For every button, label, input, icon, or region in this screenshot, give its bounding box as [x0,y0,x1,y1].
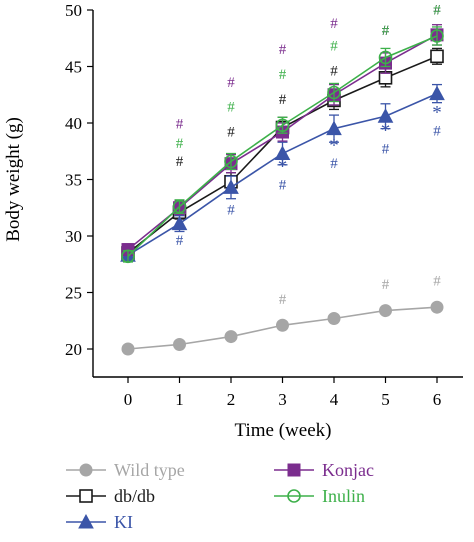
y-tick-label: 40 [65,114,82,133]
legend-label: KI [114,512,133,532]
legend-item-ki: KI [66,512,133,532]
data-point-inulin [430,29,444,43]
data-point-wild-type [327,311,341,325]
data-point-wild-type [173,337,186,351]
data-point-wild-type [276,318,289,332]
data-point-wild-type [430,300,444,314]
x-tick-label: 3 [278,390,287,409]
significance-mark: # [382,23,390,39]
data-point-ki [326,120,342,136]
series-wild-type [121,300,444,356]
data-point-inulin [224,154,238,169]
y-tick-label: 35 [65,171,82,190]
x-tick-label: 4 [330,390,339,409]
data-point-ki [377,108,394,123]
data-point-ki [429,85,445,101]
data-point-inulin [378,50,393,65]
significance-mark: # [176,233,184,249]
significance-mark: # [433,3,441,19]
data-point-inulin [121,249,135,264]
significance-mark: # [279,92,287,108]
y-tick-label: 50 [65,1,82,20]
significance-mark: # [330,16,338,32]
significance-mark: * [432,102,442,123]
significance-mark: # [176,154,184,170]
significance-mark: # [433,274,441,290]
significance-mark: # [382,23,390,39]
y-tick-label: 30 [65,227,82,246]
series-konjac [121,24,444,257]
significance-mark: # [176,117,184,133]
significance-mark: # [330,39,338,55]
x-tick-label: 2 [227,390,236,409]
x-tick-label: 5 [381,390,390,409]
legend-label: Inulin [322,486,365,506]
legend-marker [287,489,301,503]
legend-marker [78,513,94,529]
y-axis-label: Body weight (g) [3,117,24,242]
significance-mark: # [279,292,287,308]
series-layer [120,24,445,356]
significance-mark: * [381,121,391,142]
significance-mark: # [279,42,287,58]
significance-mark: # [279,67,287,83]
legend-item-konjac: Konjac [274,460,374,480]
legend-item-db-db: db/db [66,486,155,506]
significance-mark: # [227,75,235,91]
legend-label: db/db [114,486,155,506]
significance-mark: # [227,203,235,219]
significance-mark: # [279,178,287,194]
significance-mark: # [227,100,235,116]
data-point-inulin [327,85,341,100]
data-point-db-db [430,49,444,64]
significance-mark: # [330,64,338,80]
x-tick-label: 6 [433,390,442,409]
data-point-wild-type [224,330,238,344]
data-point-inulin [172,199,187,214]
legend-label: Wild type [114,460,185,480]
significance-mark: # [433,123,441,139]
series-inulin [121,26,444,264]
data-point-inulin [275,118,290,133]
x-tick-label: 0 [124,390,133,409]
data-point-ki [223,179,239,194]
significance-mark: # [382,23,390,39]
significance-mark: # [433,3,441,19]
data-point-ki [171,215,188,231]
significance-mark: * [329,135,339,156]
significance-mark: # [433,3,441,19]
significance-mark: # [382,277,390,293]
data-point-wild-type [121,342,135,356]
significance-mark: # [227,125,235,141]
legend-label: Konjac [322,460,374,480]
y-tick-label: 25 [65,284,82,303]
legend-marker [79,489,93,503]
significance-mark: # [382,142,390,158]
significance-mark: # [176,136,184,152]
legend: Wild type db/db KI Konjac Inulin [66,460,374,532]
y-tick-label: 45 [65,58,82,77]
legend-marker [287,463,301,477]
significance-mark: # [330,156,338,172]
legend-item-wild-type: Wild type [66,460,185,480]
data-point-wild-type [379,304,392,318]
legend-item-inulin: Inulin [274,486,365,506]
x-tick-label: 1 [175,390,184,409]
significance-mark: * [278,157,288,178]
x-axis-label: Time (week) [235,420,332,441]
data-point-ki [274,145,291,161]
y-tick-label: 20 [65,340,82,359]
legend-marker [79,463,93,477]
annotation-layer: ## #########*#*#*#*##### ######## [176,3,442,308]
